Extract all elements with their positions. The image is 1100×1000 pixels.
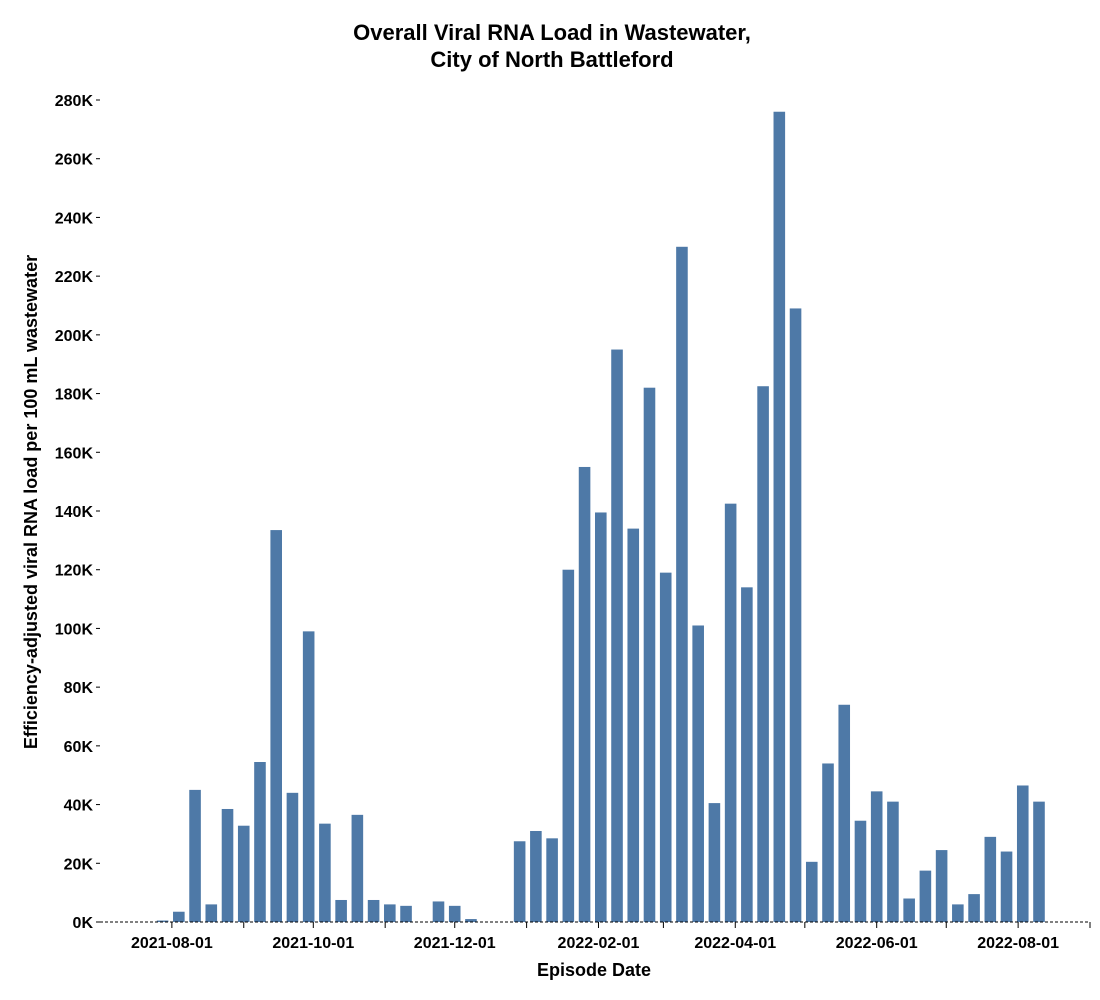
y-tick-label: 260K [55,152,94,169]
x-tick-label: 2022-04-01 [694,935,776,952]
bar [173,911,185,922]
bar [448,905,461,922]
bar [221,808,234,922]
bar [643,387,656,922]
bar [302,631,315,922]
y-axis: 0K 20K 40K 60K 80K 100K 120K 140K 160K 180K 200K 22… [55,93,100,932]
x-tick-label: 2021-08-01 [131,935,213,952]
bar [546,838,558,922]
bar [465,919,477,922]
bar [757,386,769,923]
bar [351,814,364,922]
bar [319,823,331,922]
bar [676,246,688,923]
y-tick-label: 40K [64,798,94,815]
bar [952,904,964,922]
y-tick-label: 0K [73,915,94,932]
y-tick-label: 140K [55,504,94,521]
bar [189,789,201,922]
x-tick-label: 2022-02-01 [558,935,640,952]
y-tick-label: 220K [55,269,94,286]
x-tick-label: 2022-08-01 [977,935,1059,952]
bar [919,870,932,923]
bar [578,466,591,922]
bar [562,569,575,922]
y-tick-label: 240K [55,210,94,227]
bar [822,763,834,922]
y-tick-label: 60K [64,739,94,756]
x-tick-label: 2021-10-01 [272,935,354,952]
x-tick-label: 2021-12-01 [414,935,496,952]
y-tick-label: 280K [55,93,94,110]
bar [935,850,948,922]
x-axis: 2021-08-01 2021-10-01 2021-12-01 2022-02-01… [131,922,1091,952]
bar [741,587,753,922]
chart-title-line-2: City of North Battleford [430,47,673,72]
bar [611,349,623,922]
bar [838,704,851,922]
bar [595,512,607,922]
bar [627,528,640,922]
bar [384,904,396,922]
bar [400,905,412,922]
bar [237,825,250,922]
bar [1033,801,1045,922]
bar [1016,785,1029,922]
bar [789,308,802,922]
x-tick-label: 2022-06-01 [836,935,918,952]
bar [335,899,347,922]
bar [854,820,867,922]
bar [805,861,818,922]
bar [984,836,997,922]
bar [254,762,266,922]
y-tick-label: 80K [64,680,94,697]
y-tick-label: 160K [55,445,94,462]
y-axis-title: Efficiency-adjusted viral RNA load per 1… [21,255,41,749]
y-tick-label: 20K [64,856,94,873]
y-tick-label: 100K [55,621,94,638]
bar [724,503,737,922]
bar [659,572,672,922]
bar [205,904,218,922]
chart-title-line-1: Overall Viral RNA Load in Wastewater, [353,20,751,45]
bar [432,901,445,922]
bar [270,530,282,922]
bar [367,899,380,922]
bar [887,801,899,922]
bar [870,791,883,922]
y-tick-label: 180K [55,387,94,404]
bar [903,898,915,922]
bar [692,625,704,922]
y-tick-label: 200K [55,328,94,345]
bar [1000,851,1013,922]
bar [773,111,786,923]
bar [156,920,169,922]
bar [968,894,980,922]
bar [530,830,542,922]
x-axis-title: Episode Date [537,960,651,980]
bar [513,841,526,922]
y-tick-label: 120K [55,563,94,580]
bar [286,792,299,922]
bars [156,111,1045,923]
bar [708,803,721,922]
